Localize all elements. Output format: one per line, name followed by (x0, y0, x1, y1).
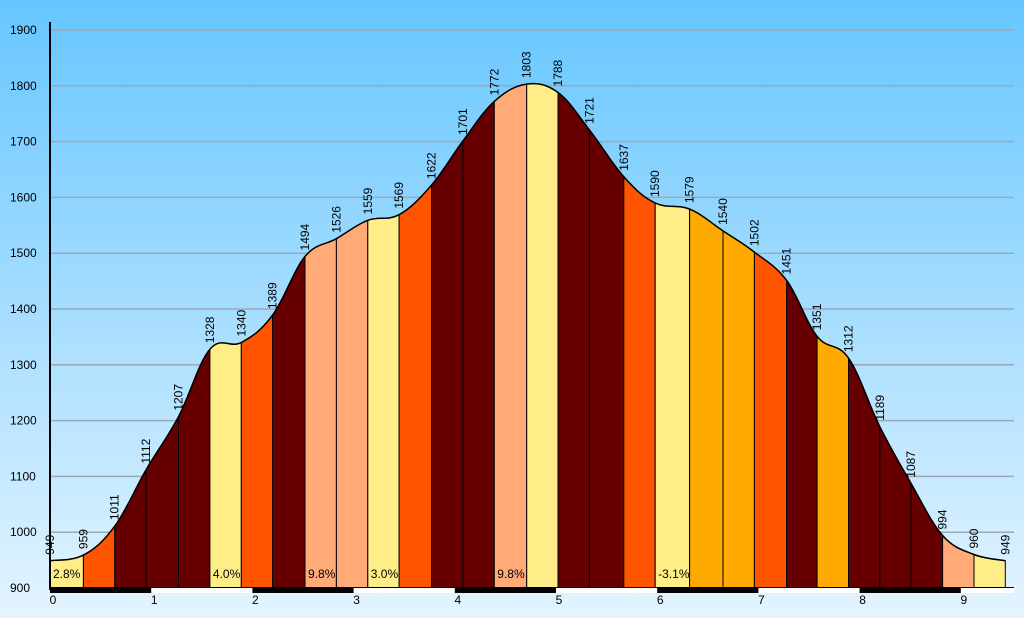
elevation-label: 1569 (392, 182, 406, 209)
elevation-label: 1637 (617, 144, 631, 171)
elevation-label: 1312 (842, 325, 856, 352)
profile-segment (367, 213, 400, 589)
profile-segment (722, 229, 755, 589)
y-tick-label: 1800 (10, 79, 37, 93)
elevation-label: 1622 (425, 152, 439, 179)
elevation-label: 1389 (266, 282, 280, 309)
profile-segment (588, 128, 625, 589)
y-tick-label: 1400 (10, 302, 37, 316)
distance-bar-dark-segment (859, 588, 961, 593)
profile-outline (49, 82, 1006, 562)
grade-label: 9.8% (497, 567, 525, 581)
x-tick-label: 0 (50, 593, 57, 607)
profile-segment (753, 251, 788, 589)
x-axis-tick-labels: 0 1 2 3 4 5 6 7 8 9 (50, 593, 968, 607)
elevation-label: 949 (998, 534, 1012, 554)
elevation-label: 1772 (487, 68, 501, 95)
profile-segment (335, 219, 369, 589)
elevation-label: 1721 (582, 97, 596, 124)
elevation-label: 960 (967, 528, 981, 548)
profile-segment (557, 91, 590, 589)
elevation-label: 1590 (648, 170, 662, 197)
profile-segment (240, 313, 274, 589)
x-tick-label: 5 (556, 593, 563, 607)
grade-label: 4.0% (213, 567, 241, 581)
profile-segment (431, 139, 464, 589)
y-tick-label: 1700 (10, 135, 37, 149)
profile-segment (462, 100, 495, 589)
elevation-label: 1011 (108, 494, 122, 520)
x-tick-label: 3 (353, 593, 360, 607)
elevation-label: 1207 (171, 384, 185, 411)
x-tick-label: 2 (252, 593, 259, 607)
elevation-label: 959 (76, 529, 90, 549)
elevation-label: 1788 (551, 59, 565, 86)
profile-segment (816, 334, 849, 589)
x-tick-label: 9 (960, 593, 967, 607)
profile-segment (493, 83, 528, 589)
distance-bar-dark-segment (657, 588, 759, 593)
x-tick-label: 4 (454, 593, 461, 607)
elevation-labels: 949 959 1011 1112 1207 1328 1340 1389 1494 1526 15… (43, 51, 1012, 555)
elevation-label: 1351 (810, 303, 824, 330)
x-tick-label: 6 (657, 593, 664, 607)
profile-segment (398, 183, 432, 589)
elevation-label: 1494 (298, 223, 312, 250)
y-tick-label: 900 (10, 581, 30, 595)
profile-segment (654, 202, 691, 589)
profile-segment (209, 341, 242, 589)
distance-bar (50, 588, 1014, 593)
profile-segment (526, 83, 559, 589)
elevation-label: 1189 (873, 395, 887, 421)
profile-segment (623, 175, 656, 589)
elevation-label: 1559 (361, 187, 375, 214)
distance-bar-dark-segment (50, 588, 152, 593)
elevation-label: 1087 (904, 451, 918, 478)
distance-bar-dark-segment (454, 588, 556, 593)
y-tick-label: 1900 (10, 23, 37, 37)
x-tick-label: 1 (151, 593, 158, 607)
y-tick-label: 1500 (10, 246, 37, 260)
x-tick-label: 8 (859, 593, 866, 607)
elevation-label: 1328 (203, 316, 217, 343)
x-tick-label: 7 (758, 593, 765, 607)
grade-label: 9.8% (308, 567, 336, 581)
y-tick-label: 1300 (10, 358, 37, 372)
y-tick-label: 1100 (10, 469, 36, 483)
grade-label: 2.8% (53, 567, 81, 581)
y-tick-label: 1000 (10, 525, 37, 539)
elevation-label: 1451 (780, 247, 794, 274)
elevation-label: 1540 (716, 198, 730, 225)
y-axis-tick-labels: 900 1000 1100 1200 1300 1400 1500 1600 1700 1800 1… (10, 23, 37, 595)
elevation-label: 1340 (234, 310, 248, 337)
distance-bar-dark-segment (252, 588, 354, 593)
elevation-label: 994 (936, 509, 950, 529)
elevation-label: 1579 (683, 176, 697, 203)
elevation-label: 949 (43, 534, 57, 554)
grade-label: 3.0% (371, 567, 399, 581)
y-tick-label: 1200 (10, 414, 37, 428)
elevation-label: 1803 (520, 51, 534, 78)
profile-line (49, 82, 1006, 562)
profile-segment (689, 208, 724, 589)
profile-segment (304, 237, 337, 589)
elevation-label: 1112 (139, 438, 153, 463)
grade-label: -3.1% (658, 567, 690, 581)
grade-labels: 2.8% 4.0% 9.8% 3.0% 9.8% -3.1% (53, 567, 690, 581)
y-tick-label: 1600 (10, 190, 37, 204)
elevation-label: 1502 (747, 219, 761, 246)
elevation-label: 1701 (456, 108, 470, 135)
elevation-label: 1526 (329, 206, 343, 233)
